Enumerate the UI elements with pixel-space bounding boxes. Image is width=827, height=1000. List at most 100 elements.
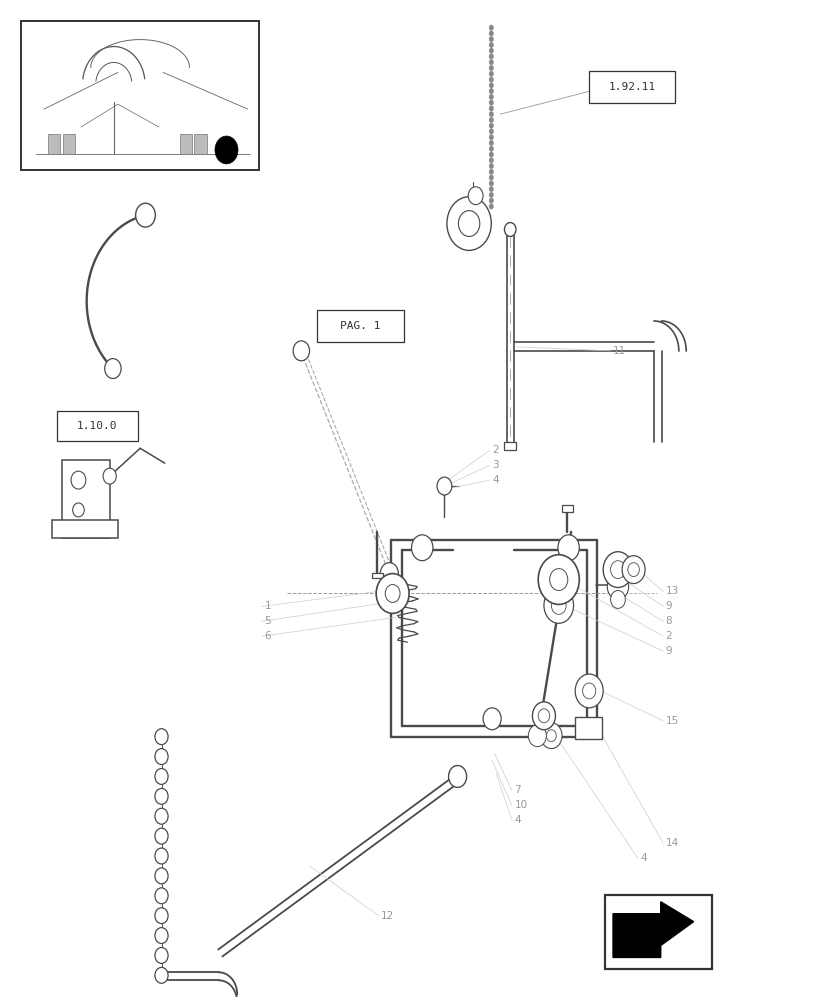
Text: 14: 14 — [665, 838, 678, 848]
Bar — [371, 573, 382, 578]
Circle shape — [543, 588, 573, 623]
Circle shape — [155, 768, 168, 784]
Circle shape — [489, 36, 493, 42]
Circle shape — [155, 749, 168, 765]
Circle shape — [448, 766, 466, 787]
Circle shape — [437, 477, 452, 495]
Circle shape — [504, 223, 515, 236]
Text: 1: 1 — [264, 601, 270, 611]
Circle shape — [385, 585, 399, 602]
Circle shape — [546, 730, 556, 742]
Circle shape — [155, 928, 168, 944]
Circle shape — [489, 158, 493, 163]
Circle shape — [489, 83, 493, 88]
Circle shape — [489, 175, 493, 180]
Text: 8: 8 — [665, 616, 672, 626]
Text: PAG. 1: PAG. 1 — [340, 321, 380, 331]
Circle shape — [489, 181, 493, 186]
Text: 4: 4 — [491, 475, 498, 485]
Circle shape — [489, 129, 493, 134]
Circle shape — [155, 848, 168, 864]
Circle shape — [155, 888, 168, 904]
Circle shape — [489, 60, 493, 65]
Text: 5: 5 — [264, 616, 270, 626]
Circle shape — [155, 808, 168, 824]
Circle shape — [489, 135, 493, 140]
Circle shape — [155, 729, 168, 745]
Circle shape — [602, 552, 632, 588]
Circle shape — [549, 569, 567, 590]
Circle shape — [609, 590, 624, 608]
Circle shape — [489, 140, 493, 146]
Bar — [21, 21, 259, 170]
Bar — [63, 134, 75, 154]
Circle shape — [489, 42, 493, 48]
Polygon shape — [612, 902, 693, 957]
Circle shape — [606, 574, 628, 599]
Bar — [57, 411, 137, 441]
Circle shape — [489, 117, 493, 123]
Circle shape — [136, 203, 155, 227]
Bar — [503, 442, 515, 450]
Text: 4: 4 — [639, 853, 646, 863]
Circle shape — [489, 163, 493, 169]
Circle shape — [621, 556, 644, 584]
Circle shape — [489, 111, 493, 117]
Circle shape — [575, 674, 602, 708]
Circle shape — [458, 211, 479, 236]
Circle shape — [489, 48, 493, 53]
Circle shape — [155, 828, 168, 844]
Circle shape — [489, 186, 493, 192]
Circle shape — [489, 65, 493, 71]
Bar — [317, 310, 404, 342]
Circle shape — [489, 25, 493, 30]
Circle shape — [375, 574, 409, 613]
Circle shape — [538, 555, 579, 604]
Circle shape — [155, 967, 168, 983]
Text: 15: 15 — [665, 716, 678, 726]
Circle shape — [411, 535, 433, 561]
Circle shape — [528, 725, 546, 747]
Circle shape — [155, 908, 168, 924]
Circle shape — [71, 471, 86, 489]
Bar — [194, 134, 207, 154]
Circle shape — [609, 561, 624, 579]
Text: 1.10.0: 1.10.0 — [77, 421, 117, 431]
Circle shape — [489, 169, 493, 175]
Circle shape — [489, 152, 493, 157]
Circle shape — [489, 88, 493, 94]
Bar — [62, 460, 109, 538]
Circle shape — [489, 31, 493, 36]
Circle shape — [104, 359, 121, 378]
Bar — [48, 134, 60, 154]
Circle shape — [489, 77, 493, 82]
Circle shape — [532, 702, 555, 730]
Text: 11: 11 — [612, 346, 625, 356]
Circle shape — [155, 948, 168, 963]
Text: 3: 3 — [491, 460, 498, 470]
Circle shape — [489, 100, 493, 105]
Circle shape — [489, 94, 493, 100]
Text: 4: 4 — [514, 815, 520, 825]
Bar — [562, 505, 572, 512]
Bar — [604, 895, 711, 969]
Bar — [52, 520, 117, 538]
Circle shape — [293, 341, 309, 361]
Circle shape — [489, 71, 493, 76]
Circle shape — [627, 563, 638, 577]
Circle shape — [557, 535, 579, 561]
Text: 13: 13 — [665, 586, 678, 596]
Circle shape — [489, 106, 493, 111]
Circle shape — [489, 192, 493, 198]
Circle shape — [155, 788, 168, 804]
Circle shape — [489, 204, 493, 209]
Circle shape — [73, 503, 84, 517]
Circle shape — [215, 136, 237, 164]
Text: 1.92.11: 1.92.11 — [608, 82, 655, 92]
Text: 2: 2 — [491, 445, 498, 455]
Circle shape — [489, 54, 493, 59]
Text: 9: 9 — [665, 601, 672, 611]
Circle shape — [489, 123, 493, 128]
Circle shape — [489, 198, 493, 203]
Text: 6: 6 — [264, 631, 270, 641]
